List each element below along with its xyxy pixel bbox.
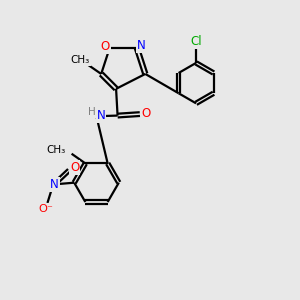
Text: CH₃: CH₃ <box>71 56 90 65</box>
Text: O⁻: O⁻ <box>38 204 53 214</box>
Text: N: N <box>97 109 105 122</box>
Text: Cl: Cl <box>190 35 202 48</box>
Text: O: O <box>142 107 151 120</box>
Text: O: O <box>70 161 79 174</box>
Text: N: N <box>137 39 146 52</box>
Text: O: O <box>100 40 110 53</box>
Text: N: N <box>50 178 59 191</box>
Text: H: H <box>88 107 96 117</box>
Text: CH₃: CH₃ <box>46 145 66 155</box>
